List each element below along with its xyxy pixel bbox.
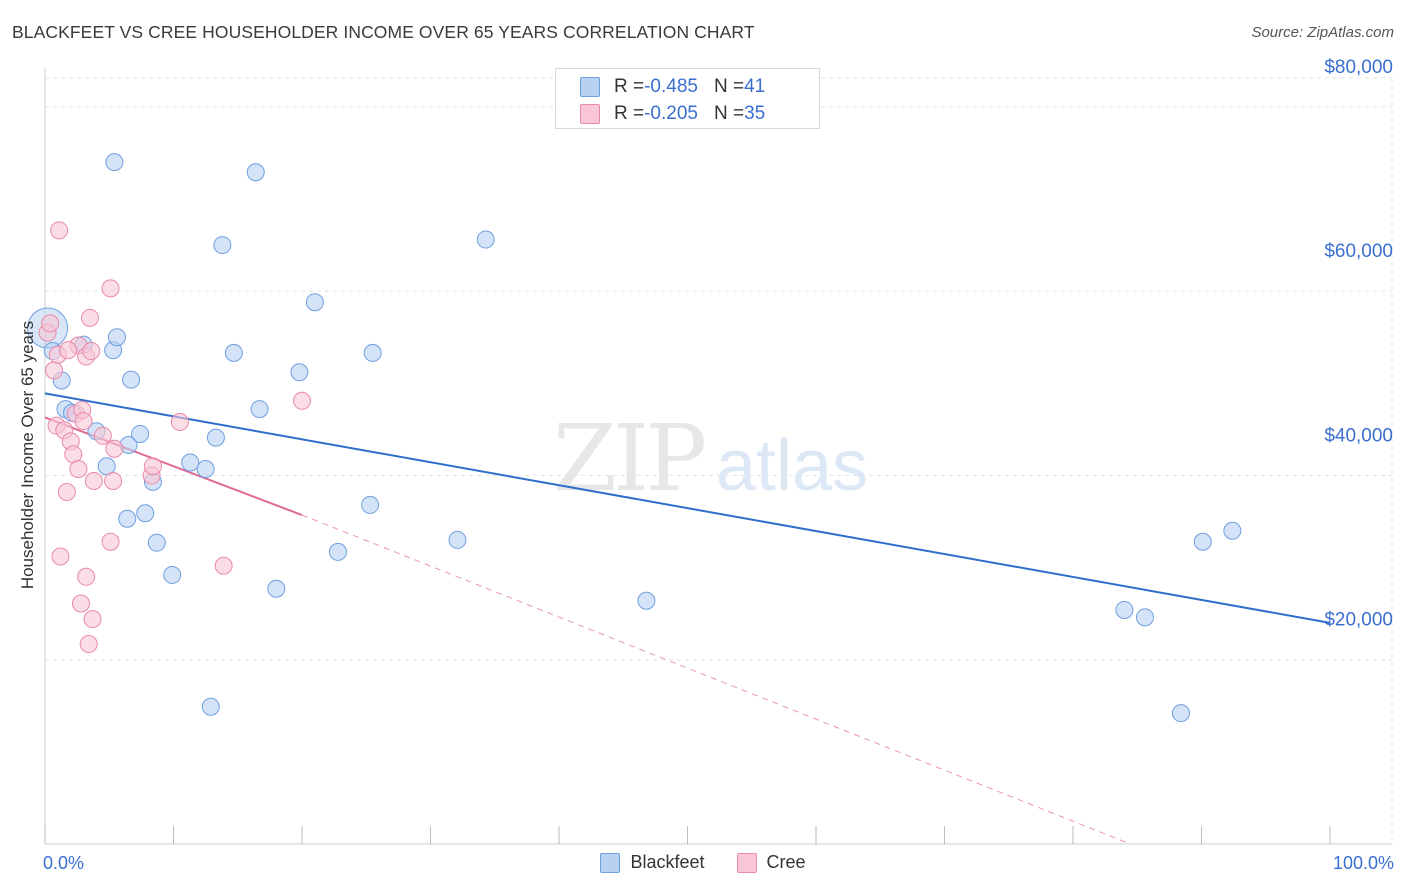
blackfeet-point bbox=[305, 293, 324, 312]
watermark: ZIP atlas bbox=[553, 405, 868, 512]
blackfeet-point bbox=[105, 153, 124, 172]
cree-point bbox=[104, 471, 123, 490]
correlation-legend: R = -0.485 N = 41 R = -0.205 N = 35 bbox=[555, 68, 820, 129]
blackfeet-point bbox=[1171, 704, 1190, 723]
blackfeet-point bbox=[181, 453, 200, 472]
cree-point bbox=[143, 457, 162, 476]
cree-point bbox=[51, 547, 70, 566]
series-legend: Blackfeet Cree bbox=[0, 852, 1406, 873]
y-tick-label: $80,000 bbox=[1324, 57, 1393, 78]
cree-point bbox=[105, 439, 124, 458]
blackfeet-point bbox=[1223, 521, 1242, 540]
legend-label-cree: Cree bbox=[766, 852, 806, 872]
blackfeet-point bbox=[448, 530, 467, 549]
blackfeet-point bbox=[246, 163, 265, 182]
blackfeet-point bbox=[196, 459, 215, 478]
blackfeet-point bbox=[206, 428, 225, 447]
blackfeet-point bbox=[1115, 600, 1134, 619]
axes bbox=[44, 68, 1392, 845]
x-tick-label-min: 0.0% bbox=[43, 853, 85, 873]
blackfeet-point bbox=[201, 697, 220, 716]
cree-swatch bbox=[580, 104, 600, 124]
legend-label-blackfeet: Blackfeet bbox=[630, 852, 705, 872]
blackfeet-point bbox=[1135, 608, 1154, 627]
cree-point bbox=[93, 426, 112, 445]
cree-point bbox=[82, 342, 101, 361]
blackfeet-point bbox=[163, 565, 182, 584]
n-value: 35 bbox=[744, 103, 766, 124]
blackfeet-trend-line bbox=[44, 392, 1331, 624]
y-axis-label: Householder Income Over 65 years bbox=[18, 320, 37, 590]
blackfeet-point bbox=[122, 370, 141, 389]
chart-title: BLACKFEET VS CREE HOUSEHOLDER INCOME OVE… bbox=[12, 22, 755, 42]
blackfeet-point bbox=[290, 363, 309, 382]
x-tick-label-max: 100.0% bbox=[1332, 853, 1394, 873]
blackfeet-swatch bbox=[600, 852, 621, 873]
legend-row-cree: R = -0.205 N = 35 bbox=[580, 102, 765, 126]
blackfeet-point bbox=[637, 591, 656, 610]
blackfeet-point bbox=[267, 579, 286, 598]
blackfeet-point bbox=[118, 509, 137, 528]
blackfeet-point bbox=[136, 504, 155, 523]
r-value: -0.485 bbox=[644, 76, 698, 97]
y-tick-labels: $20,000 $40,000 $60,000 $80,000 bbox=[1324, 57, 1393, 631]
blackfeet-point bbox=[224, 343, 243, 362]
legend-row-blackfeet: R = -0.485 N = 41 bbox=[580, 75, 765, 99]
blackfeet-point bbox=[328, 542, 347, 561]
y-tick-label: $20,000 bbox=[1324, 610, 1393, 631]
cree-point bbox=[170, 412, 189, 431]
blackfeet-point bbox=[131, 424, 150, 443]
blackfeet-point bbox=[1193, 532, 1212, 551]
blackfeet-point bbox=[213, 236, 232, 255]
cree-point bbox=[74, 412, 93, 431]
cree-point bbox=[101, 532, 120, 551]
y-tick-label: $40,000 bbox=[1324, 425, 1393, 446]
cree-trend-extension bbox=[301, 514, 1131, 845]
cree-point bbox=[83, 610, 102, 629]
cree-point bbox=[80, 308, 99, 327]
source-label: Source: ZipAtlas.com bbox=[1251, 24, 1394, 41]
cree-point bbox=[293, 391, 311, 410]
n-label: N = bbox=[713, 103, 745, 124]
blackfeet-point bbox=[361, 495, 380, 514]
cree-point bbox=[79, 635, 98, 654]
r-value: -0.205 bbox=[644, 103, 698, 124]
cree-point bbox=[84, 471, 103, 490]
blackfeet-point bbox=[363, 343, 382, 362]
legend-item-cree: Cree bbox=[736, 852, 806, 873]
cree-point bbox=[59, 341, 78, 360]
scatter-points bbox=[27, 153, 1242, 723]
blackfeet-point bbox=[476, 230, 495, 249]
cree-point bbox=[57, 483, 76, 502]
blackfeet-swatch bbox=[580, 77, 600, 97]
n-label: N = bbox=[713, 76, 745, 97]
cree-point bbox=[214, 556, 233, 575]
r-label: R = bbox=[614, 103, 645, 124]
blackfeet-point bbox=[147, 533, 166, 552]
blackfeet-point bbox=[250, 400, 269, 419]
blackfeet-point bbox=[107, 328, 126, 347]
cree-point bbox=[77, 567, 96, 586]
cree-point bbox=[69, 459, 88, 478]
cree-point bbox=[41, 314, 60, 333]
cree-point bbox=[44, 361, 63, 380]
watermark-zip: ZIP bbox=[553, 405, 704, 512]
legend-item-blackfeet: Blackfeet bbox=[600, 852, 705, 873]
cree-point bbox=[50, 221, 69, 240]
cree-point bbox=[101, 279, 120, 298]
n-value: 41 bbox=[744, 76, 766, 97]
y-tick-label: $60,000 bbox=[1324, 241, 1393, 262]
cree-point bbox=[71, 594, 90, 613]
r-label: R = bbox=[614, 76, 645, 97]
watermark-atlas: atlas bbox=[716, 426, 868, 506]
cree-swatch bbox=[736, 852, 757, 873]
